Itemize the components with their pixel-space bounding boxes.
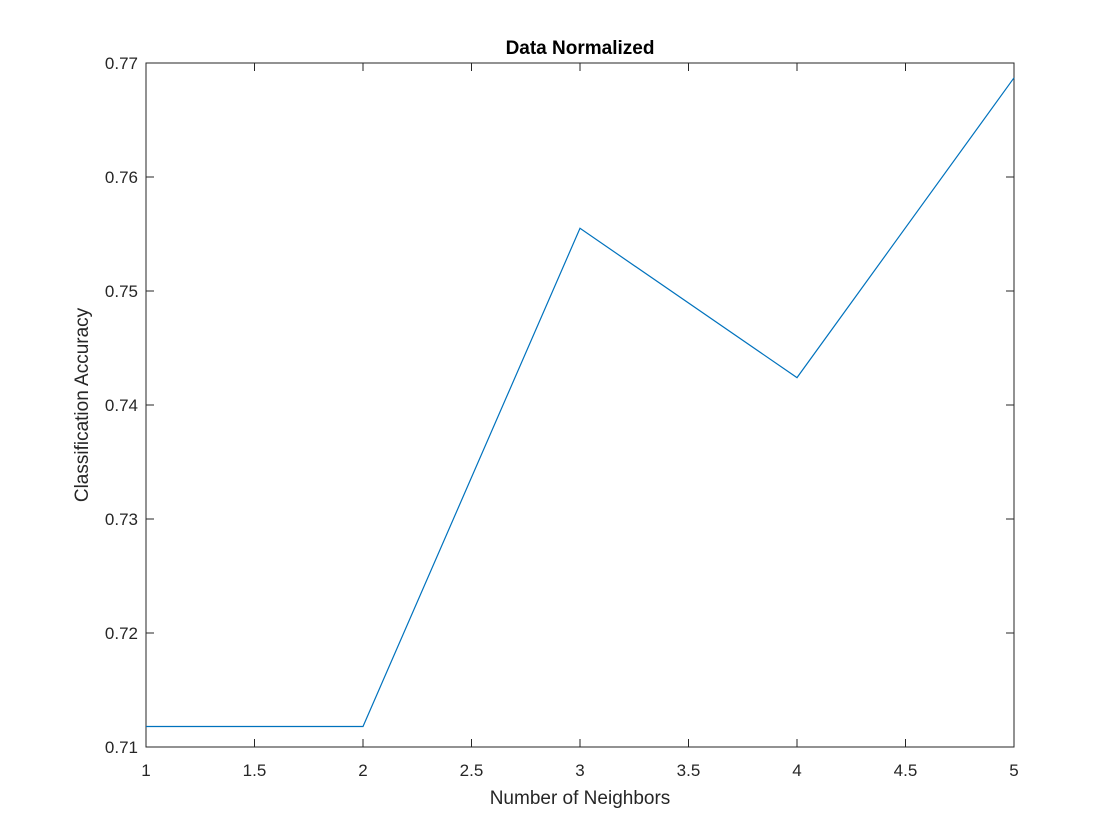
x-tick-label: 1.5 [243,761,267,780]
y-tick-label: 0.73 [105,510,138,529]
y-axis: 0.71 0.72 0.73 0.74 0.75 0.76 0.77 [105,54,1014,757]
x-tick-label: 2.5 [460,761,484,780]
y-tick-label: 0.74 [105,396,138,415]
x-tick-label: 1 [141,761,150,780]
x-tick-label: 3 [575,761,584,780]
x-tick-label: 5 [1009,761,1018,780]
y-tick-label: 0.71 [105,738,138,757]
x-tick-label: 4 [792,761,801,780]
x-axis-label: Number of Neighbors [490,788,671,809]
chart-title: Data Normalized [506,38,655,59]
x-tick-label: 4.5 [894,761,918,780]
x-tick-label: 2 [358,761,367,780]
x-tick-label: 3.5 [677,761,701,780]
y-tick-label: 0.77 [105,54,138,73]
x-axis: 1 1.5 2 2.5 3 3.5 4 4.5 5 [141,63,1019,780]
y-axis-label: Classification Accuracy [72,307,93,502]
y-tick-label: 0.72 [105,624,138,643]
y-tick-label: 0.76 [105,168,138,187]
series-line [146,77,1015,728]
y-tick-label: 0.75 [105,282,138,301]
series-layer [146,77,1015,728]
plot-area [145,62,1015,748]
axes-box [145,62,1015,748]
